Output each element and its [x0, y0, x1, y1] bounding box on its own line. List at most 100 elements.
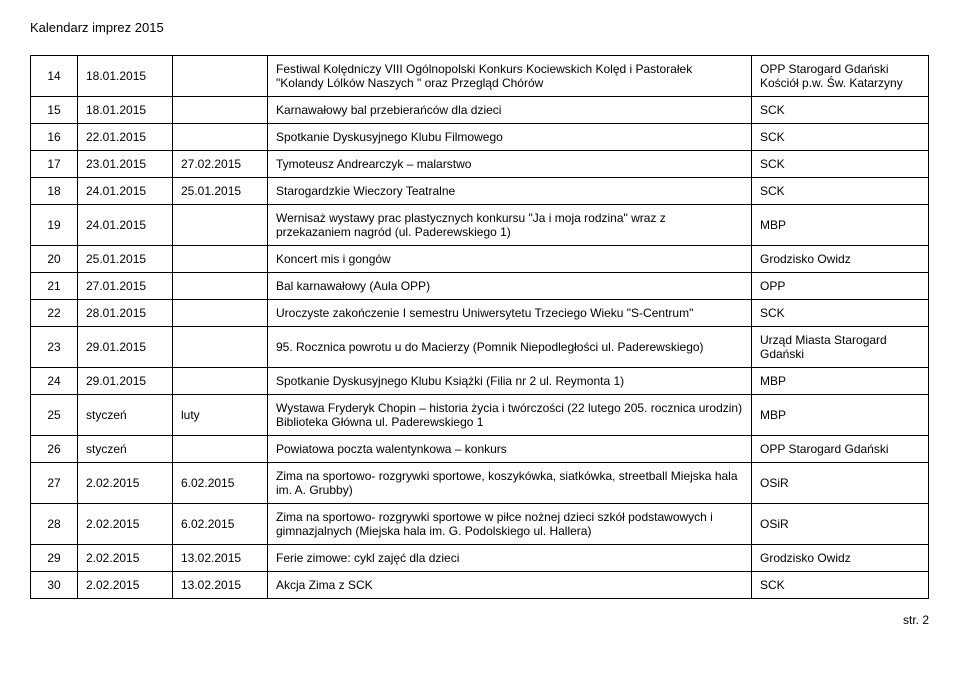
row-number: 28 [31, 504, 78, 545]
row-date-end [173, 273, 268, 300]
row-description: Bal karnawałowy (Aula OPP) [268, 273, 752, 300]
row-description: Wernisaż wystawy prac plastycznych konku… [268, 205, 752, 246]
row-date-start: 2.02.2015 [78, 572, 173, 599]
row-description: Zima na sportowo- rozgrywki sportowe, ko… [268, 463, 752, 504]
row-description: Spotkanie Dyskusyjnego Klubu Książki (Fi… [268, 368, 752, 395]
page-title: Kalendarz imprez 2015 [30, 20, 929, 35]
row-number: 17 [31, 151, 78, 178]
row-location: Grodzisko Owidz [752, 246, 929, 273]
row-date-end: 13.02.2015 [173, 572, 268, 599]
row-location: MBP [752, 205, 929, 246]
table-row: 1924.01.2015 Wernisaż wystawy prac plasty… [31, 205, 929, 246]
table-row: 1518.01.2015 Karnawałowy bal przebierańcó… [31, 97, 929, 124]
table-row: 26styczeń Powiatowa poczta walentynkowa –… [31, 436, 929, 463]
row-date-end: 25.01.2015 [173, 178, 268, 205]
row-location: OSiR [752, 463, 929, 504]
row-date-start: 29.01.2015 [78, 368, 173, 395]
row-number: 21 [31, 273, 78, 300]
row-date-start: styczeń [78, 436, 173, 463]
row-date-start: 2.02.2015 [78, 545, 173, 572]
table-row: 2429.01.2015 Spotkanie Dyskusyjnego Klubu… [31, 368, 929, 395]
table-row: 272.02.20156.02.2015Zima na sportowo- ro… [31, 463, 929, 504]
row-location: SCK [752, 151, 929, 178]
row-description: Powiatowa poczta walentynkowa – konkurs [268, 436, 752, 463]
row-number: 14 [31, 56, 78, 97]
row-date-start: 2.02.2015 [78, 504, 173, 545]
row-date-end [173, 300, 268, 327]
table-row: 2228.01.2015 Uroczyste zakończenie I seme… [31, 300, 929, 327]
row-date-start: 24.01.2015 [78, 178, 173, 205]
row-description: Festiwal Kolędniczy VIII Ogólnopolski Ko… [268, 56, 752, 97]
row-location: OPP Starogard Gdański Kościół p.w. Św. K… [752, 56, 929, 97]
row-date-start: 24.01.2015 [78, 205, 173, 246]
row-date-end [173, 246, 268, 273]
row-date-end: 6.02.2015 [173, 504, 268, 545]
table-row: 25styczeńlutyWystawa Fryderyk Chopin – h… [31, 395, 929, 436]
row-location: MBP [752, 368, 929, 395]
row-date-start: styczeń [78, 395, 173, 436]
row-date-end [173, 56, 268, 97]
row-location: SCK [752, 300, 929, 327]
row-location: Grodzisko Owidz [752, 545, 929, 572]
table-row: 1418.01.2015 Festiwal Kolędniczy VIII Ogó… [31, 56, 929, 97]
row-date-start: 29.01.2015 [78, 327, 173, 368]
row-description: Uroczyste zakończenie I semestru Uniwers… [268, 300, 752, 327]
row-location: OSiR [752, 504, 929, 545]
table-row: 292.02.201513.02.2015Ferie zimowe: cykl … [31, 545, 929, 572]
row-number: 15 [31, 97, 78, 124]
table-row: 1824.01.201525.01.2015Starogardzkie Wiec… [31, 178, 929, 205]
row-date-start: 18.01.2015 [78, 56, 173, 97]
row-number: 18 [31, 178, 78, 205]
table-row: 1622.01.2015 Spotkanie Dyskusyjnego Klubu… [31, 124, 929, 151]
table-row: 282.02.20156.02.2015Zima na sportowo- ro… [31, 504, 929, 545]
row-number: 24 [31, 368, 78, 395]
row-location: OPP [752, 273, 929, 300]
row-description: Ferie zimowe: cykl zajęć dla dzieci [268, 545, 752, 572]
row-date-end: luty [173, 395, 268, 436]
row-description: 95. Rocznica powrotu u do Macierzy (Pomn… [268, 327, 752, 368]
row-date-start: 2.02.2015 [78, 463, 173, 504]
row-location: Urząd Miasta Starogard Gdański [752, 327, 929, 368]
row-location: OPP Starogard Gdański [752, 436, 929, 463]
row-description: Akcja Zima z SCK [268, 572, 752, 599]
table-row: 1723.01.201527.02.2015Tymoteusz Andrearc… [31, 151, 929, 178]
row-date-start: 22.01.2015 [78, 124, 173, 151]
row-description: Spotkanie Dyskusyjnego Klubu Filmowego [268, 124, 752, 151]
row-number: 23 [31, 327, 78, 368]
row-number: 19 [31, 205, 78, 246]
row-number: 29 [31, 545, 78, 572]
row-date-end: 13.02.2015 [173, 545, 268, 572]
row-number: 27 [31, 463, 78, 504]
row-description: Tymoteusz Andrearczyk – malarstwo [268, 151, 752, 178]
events-table: 1418.01.2015 Festiwal Kolędniczy VIII Ogó… [30, 55, 929, 599]
row-date-start: 23.01.2015 [78, 151, 173, 178]
row-date-end [173, 368, 268, 395]
table-row: 2127.01.2015 Bal karnawałowy (Aula OPP)OP… [31, 273, 929, 300]
row-number: 22 [31, 300, 78, 327]
row-description: Koncert mis i gongów [268, 246, 752, 273]
row-number: 25 [31, 395, 78, 436]
row-number: 30 [31, 572, 78, 599]
row-description: Karnawałowy bal przebierańców dla dzieci [268, 97, 752, 124]
row-number: 16 [31, 124, 78, 151]
row-location: SCK [752, 124, 929, 151]
row-date-start: 25.01.2015 [78, 246, 173, 273]
row-date-start: 27.01.2015 [78, 273, 173, 300]
row-date-start: 18.01.2015 [78, 97, 173, 124]
row-date-end [173, 124, 268, 151]
row-date-end: 6.02.2015 [173, 463, 268, 504]
table-row: 302.02.201513.02.2015Akcja Zima z SCKSCK [31, 572, 929, 599]
row-number: 26 [31, 436, 78, 463]
row-date-end [173, 205, 268, 246]
row-description: Zima na sportowo- rozgrywki sportowe w p… [268, 504, 752, 545]
table-row: 2025.01.2015Koncert mis i gongówGrodzisk… [31, 246, 929, 273]
row-date-end [173, 97, 268, 124]
row-location: SCK [752, 572, 929, 599]
row-date-start: 28.01.2015 [78, 300, 173, 327]
row-date-end [173, 327, 268, 368]
row-date-end: 27.02.2015 [173, 151, 268, 178]
row-location: SCK [752, 97, 929, 124]
row-location: SCK [752, 178, 929, 205]
page-footer: str. 2 [30, 613, 929, 627]
table-row: 2329.01.2015 95. Rocznica powrotu u do Ma… [31, 327, 929, 368]
